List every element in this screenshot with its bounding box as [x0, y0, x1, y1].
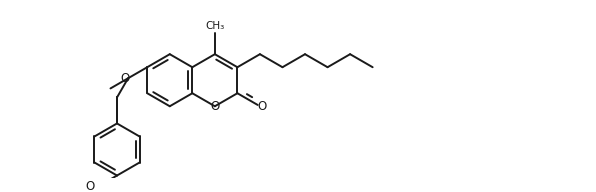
Text: O: O: [120, 72, 130, 85]
Text: CH₃: CH₃: [205, 21, 225, 31]
Text: O: O: [257, 100, 266, 113]
Text: O: O: [86, 180, 95, 192]
Text: O: O: [210, 100, 219, 113]
